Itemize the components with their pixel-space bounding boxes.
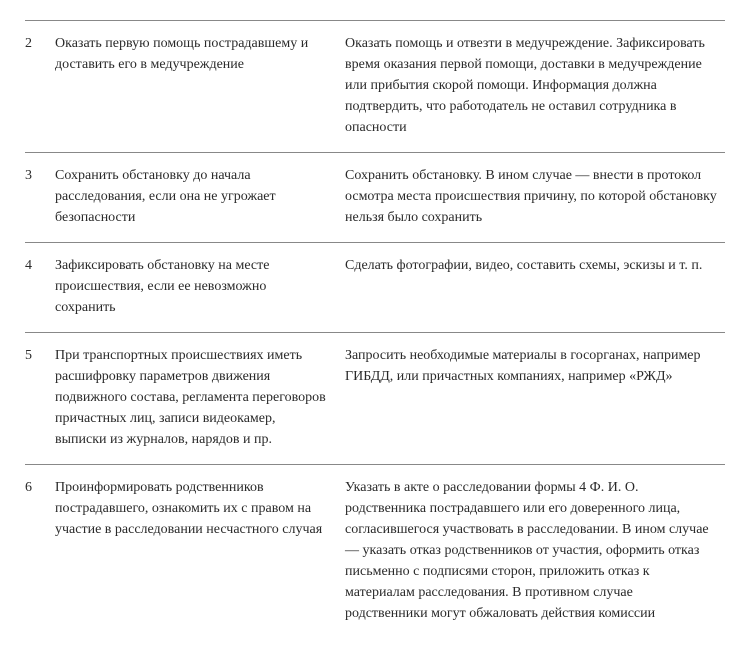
description-cell: Сделать фотографии, видео, составить схе…	[345, 243, 725, 333]
action-cell: Зафиксировать обстановку на месте происш…	[55, 243, 345, 333]
table-row: 2 Оказать первую помощь пострадавшему и …	[25, 21, 725, 153]
description-cell: Указать в акте о расследовании формы 4 Ф…	[345, 465, 725, 639]
table-row: 6 Проинформировать родственников пострад…	[25, 465, 725, 639]
procedure-table: 2 Оказать первую помощь пострадавшему и …	[25, 20, 725, 638]
table-body: 2 Оказать первую помощь пострадавшему и …	[25, 21, 725, 639]
row-number: 2	[25, 21, 55, 153]
action-cell: Оказать первую помощь пострадавшему и до…	[55, 21, 345, 153]
action-cell: Сохранить обстановку до начала расследов…	[55, 153, 345, 243]
table-row: 3 Сохранить обстановку до начала расслед…	[25, 153, 725, 243]
action-cell: При транспортных происшествиях иметь рас…	[55, 333, 345, 465]
description-cell: Сохранить обстановку. В ином случае — вн…	[345, 153, 725, 243]
row-number: 4	[25, 243, 55, 333]
table-row: 4 Зафиксировать обстановку на месте прои…	[25, 243, 725, 333]
action-cell: Проинформировать родственников пострадав…	[55, 465, 345, 639]
row-number: 6	[25, 465, 55, 639]
description-cell: Оказать помощь и отвезти в медучреждение…	[345, 21, 725, 153]
row-number: 3	[25, 153, 55, 243]
table-row: 5 При транспортных происшествиях иметь р…	[25, 333, 725, 465]
row-number: 5	[25, 333, 55, 465]
description-cell: Запросить необходимые материалы в госорг…	[345, 333, 725, 465]
